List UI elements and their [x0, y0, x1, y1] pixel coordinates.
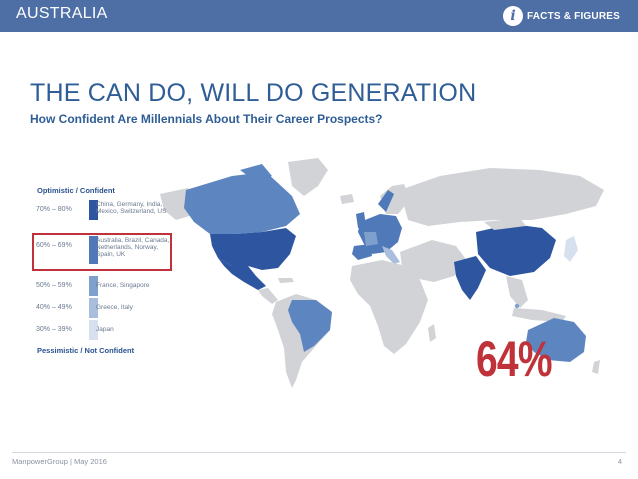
central-america	[258, 288, 278, 304]
legend-row-40-49: 40% – 49% Greece, Italy	[32, 298, 172, 318]
norway	[378, 190, 394, 212]
usa	[210, 228, 296, 270]
mongolia	[484, 218, 526, 230]
legend-range: 40% – 49%	[36, 304, 72, 311]
country-label: AUSTRALIA	[16, 5, 108, 22]
canada	[184, 172, 300, 234]
legend-range: 50% – 59%	[36, 282, 72, 289]
legend-swatch	[89, 320, 98, 340]
southeast-asia	[506, 276, 528, 308]
legend-countries: France, Singapore	[96, 282, 150, 289]
france	[364, 232, 378, 246]
japan	[564, 236, 578, 262]
info-icon: i	[502, 6, 523, 26]
new-zealand	[592, 360, 600, 374]
italy-greece	[382, 246, 400, 264]
page-subtitle: How Confident Are Millennials About Thei…	[30, 112, 383, 126]
mexico	[218, 258, 266, 290]
legend-top-label: Optimistic / Confident	[37, 186, 115, 195]
russia	[400, 168, 604, 226]
africa	[350, 260, 428, 354]
legend-swatch	[89, 236, 98, 264]
footer-divider	[12, 452, 626, 453]
china	[476, 224, 556, 276]
madagascar	[428, 324, 436, 342]
legend-countries: Japan	[96, 326, 114, 333]
caribbean	[278, 278, 294, 283]
australia-percentage: 64%	[476, 331, 553, 387]
indonesia	[512, 308, 566, 322]
greenland	[288, 158, 328, 196]
legend-swatch	[89, 276, 98, 296]
legend-row-70-80: 70% – 80% China, Germany, India, Mexico,…	[32, 200, 172, 220]
legend-highlight-box	[32, 233, 172, 271]
legend-countries: Australia, Brazil, Canada, Netherlands, …	[96, 237, 170, 258]
legend-range: 70% – 80%	[36, 206, 72, 213]
legend-range: 30% – 39%	[36, 326, 72, 333]
middle-east	[400, 240, 468, 282]
page-title: THE CAN DO, WILL DO GENERATION	[30, 79, 477, 107]
brazil	[288, 300, 332, 352]
india	[454, 256, 486, 300]
legend-range: 60% – 69%	[36, 242, 72, 249]
legend-swatch	[89, 200, 98, 220]
facts-figures-label: FACTS & FIGURES	[526, 10, 620, 22]
page-number: 4	[617, 457, 622, 466]
arctic-islands	[240, 164, 272, 182]
iceland	[340, 194, 354, 204]
australia	[526, 318, 586, 362]
legend-countries: Greece, Italy	[96, 304, 133, 311]
legend-bottom-label: Pessimistic / Not Confident	[37, 346, 135, 355]
legend-row-60-69: 60% – 69% Australia, Brazil, Canada, Net…	[32, 236, 172, 264]
legend-countries: China, Germany, India, Mexico, Switzerla…	[96, 201, 167, 215]
singapore	[514, 303, 520, 309]
iberia	[352, 244, 372, 260]
footer-text: ManpowerGroup | May 2016	[12, 457, 107, 466]
map-legend: Optimistic / Confident 70% – 80% China, …	[32, 186, 172, 366]
legend-row-30-39: 30% – 39% Japan	[32, 320, 172, 340]
uk	[356, 212, 366, 228]
legend-row-50-59: 50% – 59% France, Singapore	[32, 276, 172, 296]
header-bar: AUSTRALIA i FACTS & FIGURES	[0, 0, 638, 32]
legend-swatch	[89, 298, 98, 318]
facts-figures-logo: i FACTS & FIGURES	[502, 6, 620, 26]
